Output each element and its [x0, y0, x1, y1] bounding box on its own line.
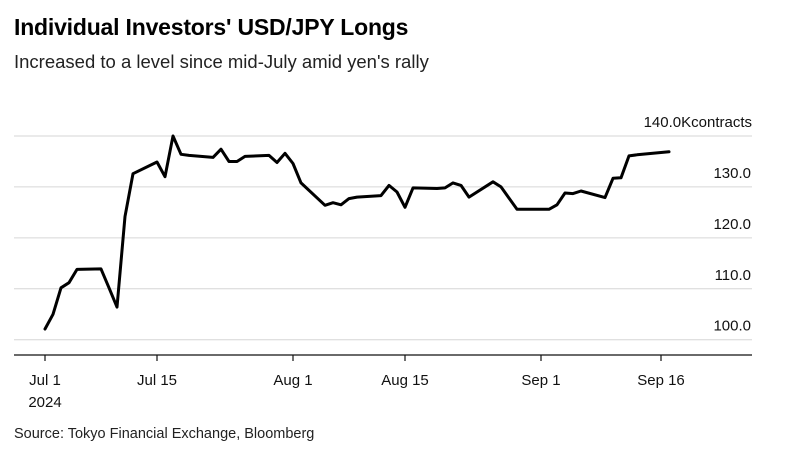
chart-title: Individual Investors' USD/JPY Longs: [14, 14, 409, 40]
chart-subtitle: Increased to a level since mid-July amid…: [14, 51, 429, 72]
y-tick-label-130: 130.0: [713, 165, 751, 182]
y-tick-label-100: 100.0: [713, 318, 751, 335]
x-tick-sublabel-year: 2024: [28, 394, 61, 411]
y-tick-label-120: 120.0: [713, 216, 751, 233]
source-note: Source: Tokyo Financial Exchange, Bloomb…: [14, 426, 315, 442]
y-tick-label-140: 140.0Kcontracts: [644, 114, 752, 131]
x-tick-label-3: Aug 15: [381, 372, 429, 389]
x-tick-label-0: Jul 1: [29, 372, 61, 389]
y-axis-tick-labels: 100.0 110.0 120.0 130.0 140.0Kcontracts: [644, 114, 752, 335]
x-tick-label-1: Jul 15: [137, 372, 177, 389]
x-axis: Jul 1 Jul 15 Aug 1 Aug 15 Sep 1 Sep 16 2024: [14, 354, 752, 411]
series-line-0: [43, 134, 671, 331]
x-tick-label-2: Aug 1: [273, 372, 312, 389]
y-tick-label-110: 110.0: [715, 267, 751, 284]
series-group: [43, 134, 671, 331]
x-tick-label-5: Sep 16: [637, 372, 685, 389]
x-tick-label-4: Sep 1: [521, 372, 560, 389]
gridlines: [14, 135, 752, 341]
